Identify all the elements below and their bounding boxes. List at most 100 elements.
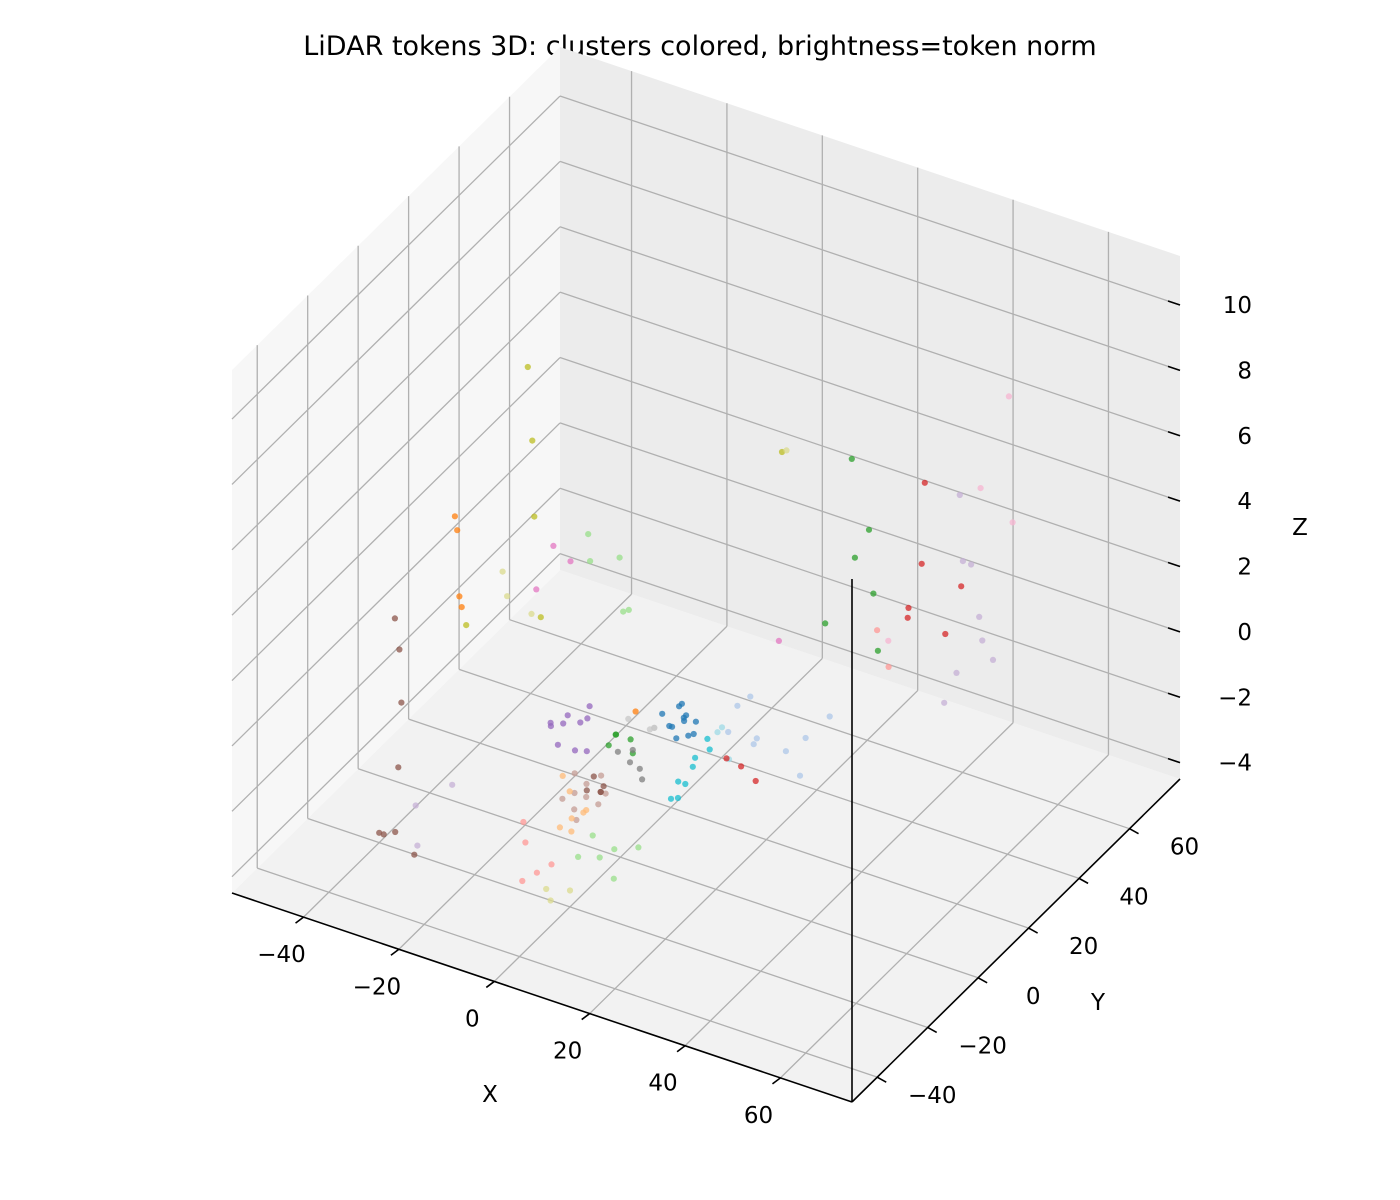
scatter-point [674,794,682,802]
x-tick-mark [485,980,495,989]
scatter-point [942,630,949,638]
scatter-point [1009,519,1016,526]
scatter-point [411,851,418,858]
scatter-point [610,875,617,882]
scatter-point [692,754,699,761]
scatter-point [529,437,536,444]
scatter-point [738,763,745,770]
scatter-point [870,590,877,597]
y-grid-floor [408,718,1029,929]
z-tick-label: 8 [1237,358,1252,384]
scatter-point [577,719,584,726]
scatter-point [635,844,642,851]
scatter-point [968,561,975,568]
x-grid-floor [303,593,632,918]
scatter-point [412,802,419,809]
x-tick-mark [581,1012,591,1021]
z-tick-label: 4 [1237,489,1252,515]
x-tick-label: −20 [353,974,402,1000]
scatter-point [953,669,960,677]
scatter-point [571,806,578,813]
scatter-point [533,586,540,593]
scatter-point [706,746,713,753]
scatter-point [571,747,579,754]
scatter-point [586,703,593,710]
scatter-point [752,777,759,785]
z-grid-back [559,356,1181,568]
x-axis-label: X [482,1082,498,1108]
scatter-point [456,593,463,600]
z-tick-label: −2 [1218,685,1252,711]
scatter-point [585,531,592,538]
x-tick-mark [295,916,305,924]
scatter-point [989,656,997,664]
scatter-point [802,734,809,742]
scatter-point [822,620,829,627]
x-axis-line [231,892,853,1103]
scatter-point [598,772,605,779]
scatter-point [956,491,963,499]
scatter-point [874,627,881,634]
scatter-point [625,715,632,723]
scatter-point [979,637,986,644]
y-tick-mark [876,1076,887,1083]
y-axis-line [851,778,1181,1103]
scatter-point [629,746,636,754]
back-wall-pane [560,47,1180,779]
z-tick-label: 0 [1237,620,1252,646]
scatter-point [921,479,928,486]
x-tick-label: 0 [465,1006,480,1032]
y-tick-label: 40 [1119,884,1148,910]
scatter-point [597,788,604,796]
x-tick-label: 20 [553,1039,582,1065]
scatter-point [682,780,689,788]
scatter-point [750,741,757,748]
scatter-point [714,729,721,736]
y-tick-mark [1129,827,1139,835]
y-grid-floor [307,817,928,1029]
scatter-point [651,724,658,732]
scatter-points [376,363,1016,904]
scatter-point [522,839,529,846]
axes-lines [231,300,1181,1103]
z-grid-back [559,487,1181,698]
scatter-point [414,842,421,849]
z-tick-mark [1167,300,1181,306]
scatter-point [734,702,741,709]
scatter-point [583,793,590,801]
scatter-point [627,736,634,743]
scatter-point [451,513,458,520]
scatter-point [977,485,984,492]
scatter-point [504,593,511,600]
y-tick-label: 0 [1026,984,1041,1010]
z-grid-back [559,226,1181,437]
z-tick-mark [1167,431,1181,437]
y-grid-floor [509,619,1130,830]
scatter-point [590,773,597,780]
x-tick-mark [676,1045,686,1053]
scatter-point [548,861,555,868]
scatter-point [600,783,607,790]
scatter-point [396,646,403,653]
scatter-point [560,720,567,727]
scatter-point [885,663,892,671]
scatter-point [718,724,726,731]
z-axis-label: Z [1292,515,1308,541]
scatter-point [959,558,967,565]
z-tick-mark [1167,757,1181,764]
scatter-point [524,363,531,371]
y-grid-floor [458,668,1080,880]
scatter-point [976,613,983,621]
scatter-point [589,832,596,839]
scatter-point [380,831,387,838]
scatter-point [580,809,587,816]
scatter-point [626,759,634,766]
chart-title: LiDAR tokens 3D: clusters colored, brigh… [303,31,1096,62]
scatter-point [632,708,639,715]
scatter-point [395,764,402,771]
scatter-point [690,730,697,738]
y-grid-floor [357,768,979,979]
scatter-point [587,558,594,565]
z-grid-back [559,553,1181,764]
